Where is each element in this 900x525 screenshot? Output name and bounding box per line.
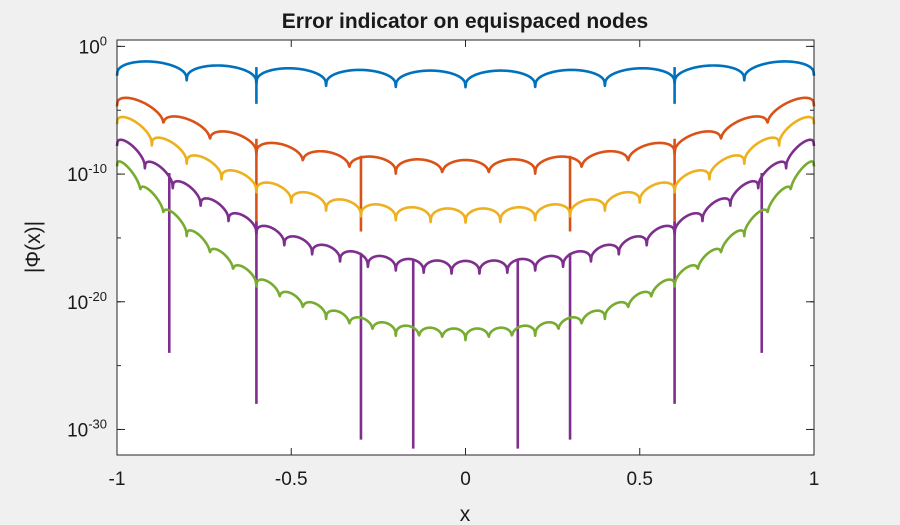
series-line-5 — [115, 160, 816, 342]
y-tick-label-2: 10-20 — [67, 289, 107, 314]
x-axis-label: x — [460, 503, 471, 525]
series-line-1 — [115, 60, 816, 89]
x-tick-label-3: 0.5 — [627, 469, 653, 490]
y-tick-label-3: 10-30 — [67, 416, 107, 441]
series-line-4 — [115, 138, 816, 275]
y-axis-label: |Φ(x)| — [22, 221, 45, 273]
tick-layer: -1 -0.5 0 0.5 1 100 10-10 10-20 10-30 — [67, 33, 819, 490]
series-layer — [115, 60, 816, 449]
x-tick-label-1: -0.5 — [275, 469, 308, 490]
x-tick-label-2: 0 — [460, 469, 471, 490]
y-tick-label-1: 10-10 — [67, 161, 107, 186]
series-line-2 — [115, 96, 816, 175]
series-line-3 — [115, 115, 816, 224]
chart-title: Error indicator on equispaced nodes — [282, 10, 648, 33]
y-tick-label-0: 100 — [79, 33, 107, 58]
plot-background — [117, 40, 814, 455]
x-tick-label-0: -1 — [109, 469, 126, 490]
x-tick-label-4: 1 — [809, 469, 820, 490]
